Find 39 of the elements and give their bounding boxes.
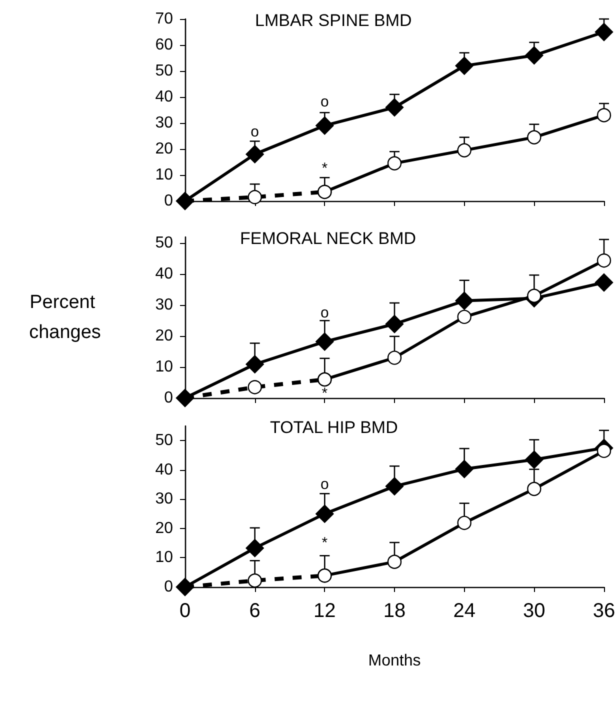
y-tick-label: 40 (155, 88, 174, 106)
chart-title: LMBAR SPINE BMD (255, 11, 412, 30)
x-tick-label: 24 (453, 600, 476, 622)
x-axis-title: Months (368, 652, 421, 670)
annotation: o (320, 94, 329, 111)
x-tick-label: 30 (523, 600, 546, 622)
y-tick-label: 20 (155, 520, 174, 537)
y-tick-label: 0 (164, 578, 174, 596)
y-tick-label: 40 (155, 266, 174, 283)
y-tick-label: 50 (155, 234, 174, 252)
annotation: o (250, 124, 260, 141)
y-tick-label: 30 (155, 296, 174, 314)
x-tick-label: 18 (383, 600, 406, 622)
y-tick-label: 20 (155, 140, 174, 158)
y-tick-label: 30 (155, 114, 174, 132)
y-tick-label: 10 (155, 549, 174, 566)
y-tick-label: 30 (155, 490, 174, 508)
y-tick-label: 60 (155, 36, 174, 54)
y-tick-label: 50 (155, 432, 174, 450)
x-tick-label: 36 (592, 600, 615, 622)
x-tick-label: 12 (314, 600, 336, 622)
annotation: * (322, 160, 328, 177)
chart-title: FEMORAL NECK BMD (240, 229, 416, 248)
annotation: * (322, 534, 328, 552)
y-tick-label: 10 (155, 166, 174, 184)
y-tick-label: 70 (155, 10, 174, 28)
y-tick-label: 40 (155, 461, 174, 478)
annotation: * (322, 384, 328, 402)
y-tick-label: 0 (164, 390, 174, 406)
y-axis-title: Percent changes (29, 292, 101, 343)
annotation: o (320, 304, 329, 322)
x-tick-label: 6 (249, 600, 260, 622)
annotation: o (320, 476, 329, 494)
x-tick-label: 0 (179, 600, 191, 622)
y-tick-label: 50 (155, 62, 174, 80)
y-tick-label: 0 (164, 192, 174, 210)
chart-title: TOTAL HIP BMD (270, 418, 398, 437)
y-tick-label: 10 (155, 358, 174, 376)
y-tick-label: 20 (155, 328, 174, 345)
